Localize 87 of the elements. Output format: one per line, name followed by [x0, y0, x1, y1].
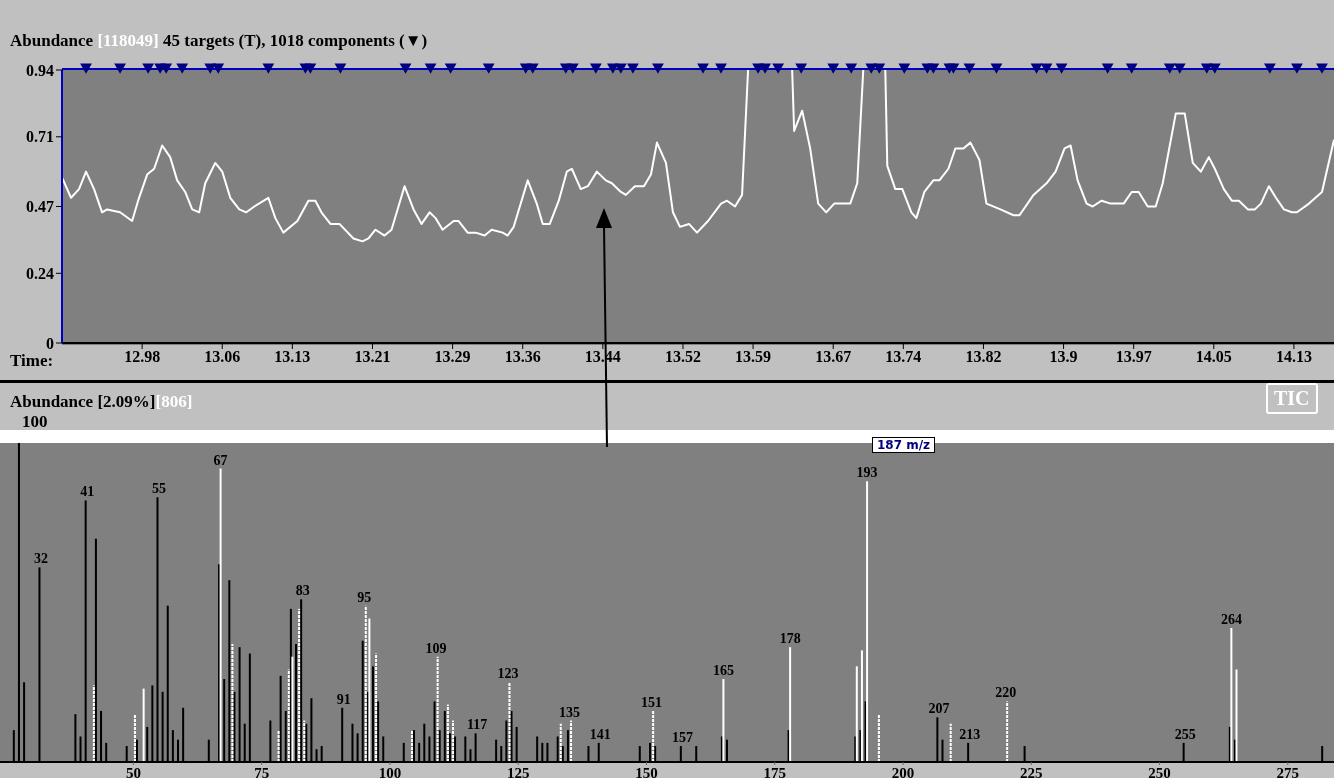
bar: [452, 720, 455, 762]
y-tick-label: 0.24: [26, 264, 54, 282]
text: 100: [22, 412, 48, 432]
bar: [1235, 669, 1238, 762]
annotation: 67: [213, 452, 228, 468]
x-tick-label: 14.13: [1275, 348, 1312, 366]
bar: [142, 688, 145, 762]
bar: [722, 679, 725, 762]
annotation: 264: [1220, 612, 1242, 628]
bar: [877, 714, 880, 762]
x-tick-label: 13.29: [434, 348, 471, 366]
bar: [287, 669, 290, 762]
y-tick-label: 0.94: [26, 61, 54, 79]
x-tick-label: 13.74: [885, 348, 922, 366]
annotation: 165: [712, 663, 734, 679]
bar: [291, 656, 294, 762]
annotation: 83: [295, 583, 310, 599]
x-tick-label: 13.97: [1115, 348, 1152, 366]
x-tick-label: 100: [378, 764, 402, 778]
x-tick-label: 150: [635, 764, 658, 778]
y-tick-label: 0: [46, 334, 54, 352]
x-tick-label: 12.98: [124, 348, 161, 366]
bar: [570, 720, 573, 762]
annotation: 187 m/z: [872, 437, 936, 453]
x-tick-label: 13.82: [965, 348, 1002, 366]
annotation: 151: [641, 694, 663, 710]
chart-title: Abundance [118049] 45 targets (T), 1018 components (▼): [10, 31, 428, 50]
x-tick-label: 14.05: [1195, 348, 1232, 366]
annotation: 157: [671, 730, 693, 746]
bar: [949, 723, 952, 762]
x-tick-label: 13.21: [354, 348, 391, 366]
x-tick-label: 175: [763, 764, 786, 778]
bar: [446, 704, 449, 762]
bar: [133, 714, 136, 762]
bar: [375, 653, 378, 762]
bar: [219, 468, 222, 762]
bar: [789, 647, 792, 762]
annotation: 117: [467, 717, 488, 733]
bar: [508, 682, 511, 762]
x-tick-label: 13.36: [504, 348, 541, 366]
x-tick-label: 13.52: [664, 348, 701, 366]
bar: [277, 730, 280, 762]
bar: [559, 723, 562, 762]
bar: [298, 608, 301, 762]
y-tick-label: 0.71: [26, 128, 54, 146]
x-tick-label: 13.59: [735, 348, 772, 366]
x-tick-label: 275: [1276, 764, 1300, 778]
x-tick-label: 50: [125, 764, 141, 778]
bar: [1006, 701, 1009, 762]
text: TIC: [1266, 383, 1318, 414]
y-tick-label: 0.47: [26, 198, 54, 216]
x-tick-label: 200: [891, 764, 915, 778]
annotation: 55: [152, 481, 167, 497]
annotation: 32: [34, 551, 49, 567]
annotation: 193: [856, 465, 878, 481]
x-tick-label: 125: [506, 764, 530, 778]
x-tick-label: 75: [254, 764, 270, 778]
bar: [231, 643, 234, 762]
annotation: 207: [928, 701, 950, 717]
annotation: 220: [995, 685, 1017, 701]
bar: [652, 710, 655, 762]
x-axis-title: Time:: [10, 351, 54, 371]
annotation: 141: [589, 726, 611, 742]
bar: [855, 666, 858, 762]
annotation: 41: [80, 484, 95, 500]
bar: [860, 650, 863, 762]
chart-title: Abundance [2.09%][806]: [10, 392, 193, 411]
x-tick-label: 13.9: [1049, 348, 1078, 366]
annotation: 255: [1174, 726, 1196, 742]
annotation: 123: [497, 666, 519, 682]
x-tick-label: 225: [1020, 764, 1043, 778]
annotation: 213: [959, 726, 981, 742]
bar: [364, 605, 367, 762]
annotation: 95: [357, 589, 372, 605]
annotation: 91: [336, 691, 351, 707]
bar: [866, 481, 869, 762]
bar: [368, 618, 371, 762]
annotation: 135: [559, 704, 581, 720]
x-tick-label: 250: [1148, 764, 1171, 778]
x-tick-label: 13.13: [274, 348, 311, 366]
x-tick-label: 13.67: [815, 348, 852, 366]
bar: [1230, 628, 1233, 762]
annotation: 178: [779, 631, 801, 647]
x-tick-label: 13.06: [204, 348, 241, 366]
annotation: 109: [425, 640, 447, 656]
bar: [436, 656, 439, 762]
bar: [92, 685, 95, 762]
